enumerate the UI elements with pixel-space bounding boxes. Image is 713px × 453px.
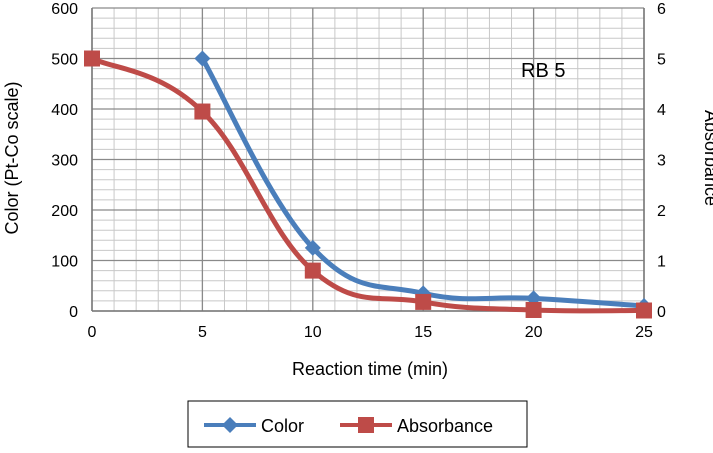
absorbance-data-point (194, 103, 211, 120)
x-tick-label: 0 (88, 324, 97, 341)
series-layer (84, 50, 652, 319)
y-tick-label: 100 (51, 254, 78, 271)
x-tick-label: 15 (414, 324, 432, 341)
x-tick-label: 25 (635, 324, 653, 341)
y-tick-label: 400 (51, 102, 78, 119)
legend-absorbance-marker (358, 417, 374, 433)
absorbance-data-point (304, 262, 321, 279)
absorbance-data-point (525, 301, 542, 318)
absorbance-series-line (89, 56, 647, 314)
grid (91, 7, 645, 312)
legend: Color Absorbance (187, 400, 528, 448)
y2-axis-title: Absorbance (701, 110, 713, 206)
annotation-label: RB 5 (521, 60, 565, 82)
y2-tick-label: 5 (657, 52, 666, 69)
absorbance-data-point (636, 302, 652, 319)
y-tick-label: 0 (69, 304, 78, 321)
legend-absorbance-label: Absorbance (397, 416, 493, 436)
color-series-line (199, 56, 647, 309)
legend-color-label: Color (261, 416, 304, 436)
y-tick-label: 200 (51, 203, 78, 220)
legend-color-marker (222, 417, 238, 433)
x-tick-label: 20 (525, 324, 543, 341)
y-axis-title: Color (Pt-Co scale) (2, 81, 22, 234)
x-tick-label: 10 (304, 324, 322, 341)
y2-tick-label: 2 (657, 203, 666, 220)
y-tick-label: 600 (51, 1, 78, 18)
y2-tick-label: 0 (657, 304, 666, 321)
absorbance-data-point (415, 293, 432, 310)
y2-tick-label: 6 (657, 1, 666, 18)
color-data-point (304, 239, 321, 256)
color-data-point (194, 50, 211, 67)
y2-tick-label: 3 (657, 153, 666, 170)
y2-tick-label: 4 (657, 102, 666, 119)
y2-tick-label: 1 (657, 254, 666, 271)
x-axis-title: Reaction time (min) (292, 359, 448, 379)
y-tick-label: 300 (51, 153, 78, 170)
absorbance-data-point (84, 50, 100, 67)
y-tick-label: 500 (51, 52, 78, 69)
x-tick-label: 5 (198, 324, 207, 341)
